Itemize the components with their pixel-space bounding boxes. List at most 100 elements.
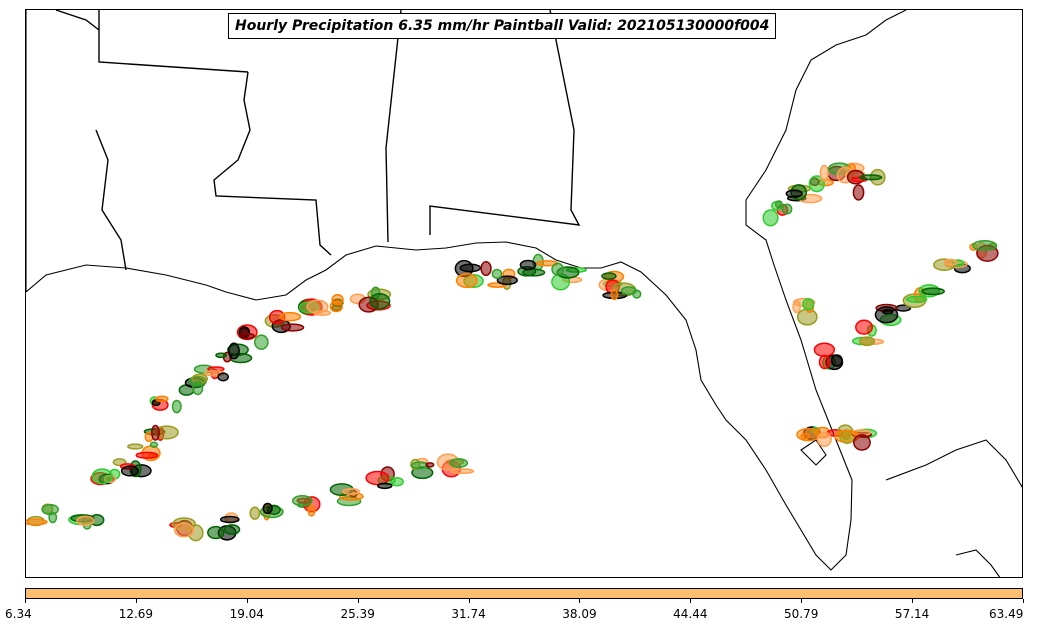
precip-paintball-blob <box>816 431 832 447</box>
colorbar-tick-label: 19.04 <box>229 607 264 621</box>
map-panel <box>25 9 1023 578</box>
precip-paintball-blob <box>874 306 899 324</box>
precip-paintball-blob <box>818 354 831 370</box>
precip-paintball-blob <box>819 164 829 182</box>
colorbar-tick-label: 38.09 <box>562 607 597 621</box>
precip-paintball-blob <box>480 260 492 277</box>
precip-paintball-blob <box>762 209 779 227</box>
colorbar-tick <box>468 599 470 603</box>
precip-paintball-blob <box>291 495 313 507</box>
coastline-path <box>26 10 907 571</box>
precip-paintball-layer <box>26 162 999 542</box>
colorbar-tick-label: 25.39 <box>340 607 375 621</box>
precip-paintball-blob <box>921 287 945 296</box>
precip-paintball-blob <box>785 189 803 198</box>
precip-paintball-blob <box>601 272 617 280</box>
precip-paintball-blob <box>249 506 261 520</box>
precip-paintball-blob <box>150 424 160 441</box>
precip-paintball-blob <box>228 342 240 360</box>
precip-paintball-blob <box>519 259 537 271</box>
state-boundary <box>213 71 332 256</box>
precip-paintball-blob <box>449 458 469 468</box>
precip-paintball-blob <box>76 515 95 526</box>
precip-paintball-blob <box>859 336 876 347</box>
precip-paintball-blob <box>149 441 159 448</box>
state-boundaries <box>55 10 581 271</box>
precip-paintball-blob <box>171 399 182 414</box>
precip-paintball-blob <box>774 200 783 209</box>
precip-paintball-blob <box>853 434 871 451</box>
precip-paintball-blob <box>905 295 928 303</box>
precip-paintball-blob <box>219 515 240 524</box>
precip-paintball-blob <box>620 286 638 296</box>
colorbar-tick-label: 31.74 <box>451 607 486 621</box>
colorbar-tick <box>25 599 26 603</box>
precip-paintball-blob <box>425 462 435 468</box>
colorbar-tick-label: 57.14 <box>894 607 930 621</box>
precip-paintball-blob <box>26 518 48 526</box>
precip-paintball-blob <box>551 262 565 276</box>
colorbar-tick <box>690 599 692 603</box>
state-boundary <box>98 10 249 73</box>
precip-paintball-blob <box>254 334 269 350</box>
precip-paintball-blob <box>217 372 229 382</box>
map-title: Hourly Precipitation 6.35 mm/hr Paintbal… <box>228 13 777 39</box>
lake-okeechobee <box>800 439 827 466</box>
precip-paintball-blob <box>455 272 478 289</box>
precip-paintball-blob <box>943 258 958 266</box>
precip-paintball-blob <box>808 175 825 193</box>
colorbar-tick-label: 44.44 <box>673 607 708 621</box>
precip-paintball-blob <box>491 268 503 280</box>
precip-paintball-blob <box>852 184 865 201</box>
state-boundary <box>55 10 100 31</box>
state-boundary <box>429 10 581 235</box>
precip-paintball-blob <box>173 522 195 538</box>
basemap <box>26 10 1022 577</box>
precip-paintball-blob <box>796 427 821 442</box>
precip-paintball-blob <box>135 451 159 459</box>
colorbar-tick <box>135 599 137 603</box>
precip-paintball-blob <box>279 311 302 322</box>
precip-paintball-blob <box>262 502 273 515</box>
precip-paintball-blob <box>329 300 343 313</box>
precip-paintball-blob <box>307 504 316 517</box>
precip-paintball-blob <box>155 395 169 403</box>
precip-paintball-blob <box>120 465 139 477</box>
precip-paintball-blob <box>223 524 241 535</box>
precip-paintball-blob <box>459 263 482 273</box>
precip-paintball-blob <box>377 482 393 490</box>
colorbar-tick <box>357 599 359 603</box>
colorbar-tick <box>579 599 581 603</box>
coastline-path <box>885 439 1022 488</box>
precip-paintball-blob <box>858 174 883 181</box>
precip-paintball-blob <box>207 525 225 540</box>
precip-paintball-blob <box>450 468 474 474</box>
colorbar-tick-label: 12.69 <box>118 607 154 621</box>
precip-paintball-blob <box>496 275 518 286</box>
precip-paintball-blob <box>91 468 113 485</box>
colorbar-tick-label: 50.79 <box>784 607 819 621</box>
precip-paintball-blob <box>192 380 204 396</box>
precip-paintball-blob <box>215 352 228 359</box>
precip-paintball-blob <box>127 443 144 450</box>
precip-paintball-blob <box>610 289 619 301</box>
precip-paintball-blob <box>369 293 391 310</box>
colorbar-tick-label: 6.34 <box>5 607 32 621</box>
colorbar-tick <box>801 599 803 603</box>
colorbar-tick <box>912 599 914 603</box>
precip-paintball-blob <box>280 323 305 332</box>
precip-paintball-blob <box>813 342 836 358</box>
precip-paintball-blob <box>971 240 998 252</box>
precip-paintball-blob <box>365 470 390 486</box>
precip-paintball-blob <box>238 332 255 340</box>
precip-paintball-blob <box>312 309 332 316</box>
colorbar-tick-label: 63.49 <box>989 607 1024 621</box>
precip-paintball-blob <box>341 487 361 495</box>
state-boundary <box>95 129 127 271</box>
coastline-path <box>955 549 1001 577</box>
precip-paintball-blob <box>802 297 815 311</box>
coastline <box>26 10 1022 577</box>
state-boundary <box>385 10 402 243</box>
colorbar-tick <box>246 599 248 603</box>
precip-paintball-blob <box>781 203 793 215</box>
